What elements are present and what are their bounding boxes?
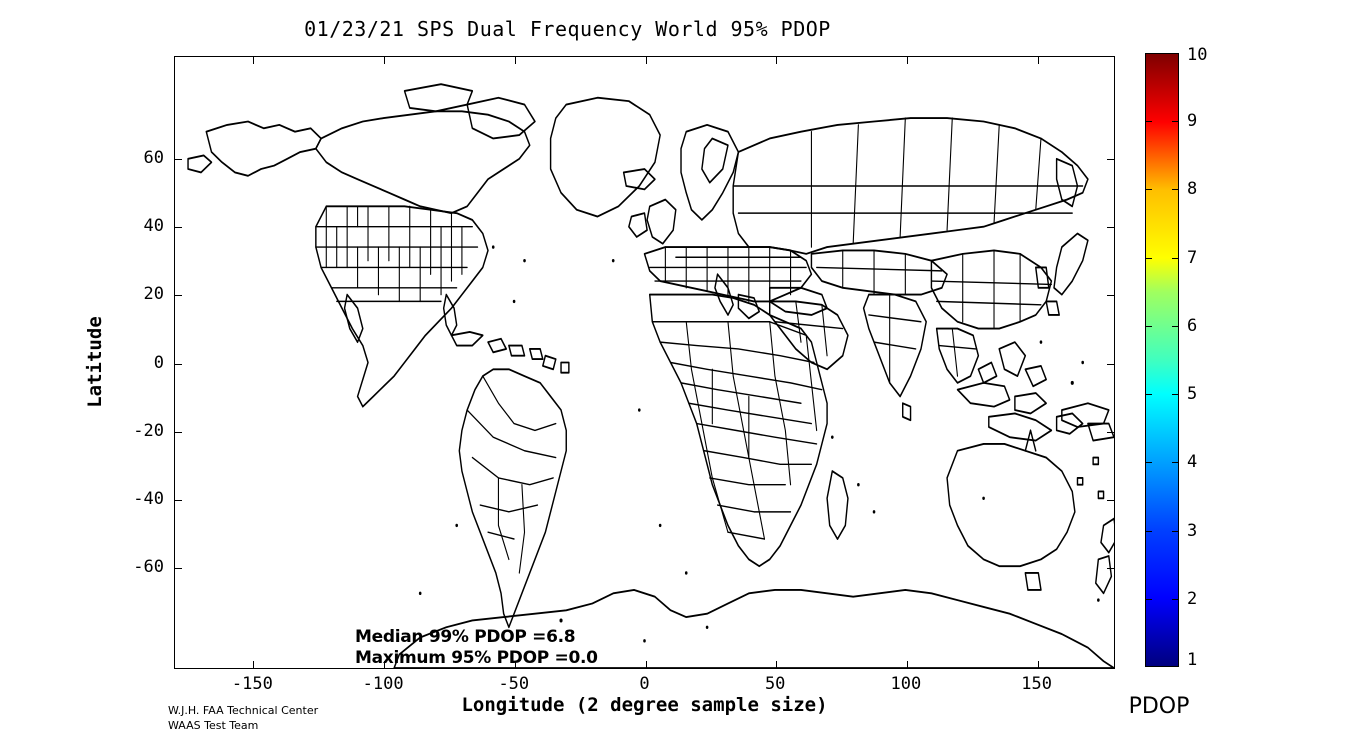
- colorbar-tick-label: 3: [1187, 520, 1198, 541]
- colorbar-tick-label: 10: [1187, 45, 1208, 65]
- colorbar-tick: [1145, 530, 1152, 532]
- x-tick: [514, 661, 516, 668]
- colorbar-tick: [1145, 325, 1152, 327]
- x-tick: [776, 661, 778, 668]
- y-tick: [175, 567, 182, 569]
- y-tick: [175, 159, 182, 161]
- x-tick-top: [253, 57, 255, 64]
- y-tick: [175, 363, 182, 365]
- colorbar-tick-label: 1: [1187, 650, 1198, 670]
- x-tick: [645, 661, 647, 668]
- y-tick-label: 20: [143, 284, 164, 305]
- y-tick: [175, 431, 182, 433]
- y-tick: [175, 499, 182, 501]
- colorbar-tick: [1145, 462, 1152, 464]
- x-tick: [906, 661, 908, 668]
- colorbar-tick-label: 9: [1187, 111, 1198, 132]
- colorbar-tick-label: 5: [1187, 384, 1198, 405]
- y-tick: [175, 227, 182, 229]
- colorbar-tick: [1172, 121, 1179, 123]
- x-tick-top: [906, 57, 908, 64]
- x-tick: [1037, 661, 1039, 668]
- y-axis-title: Latitude: [84, 316, 106, 408]
- x-tick-top: [384, 57, 386, 64]
- colorbar[interactable]: [1145, 53, 1179, 667]
- x-tick-top: [645, 57, 647, 64]
- y-tick-label: -40: [133, 488, 164, 509]
- colorbar-tick: [1172, 257, 1179, 259]
- map-plot-area[interactable]: Median 99% PDOP =6.8 Maximum 95% PDOP =0…: [174, 56, 1115, 669]
- x-tick-top: [776, 57, 778, 64]
- colorbar-tick: [1172, 462, 1179, 464]
- colorbar-gradient: [1145, 53, 1179, 667]
- page-title: 01/23/21 SPS Dual Frequency World 95% PD…: [304, 17, 831, 41]
- x-tick-label: 0: [639, 674, 650, 694]
- footer-line-2: WAAS Test Team: [168, 719, 259, 732]
- x-tick-label: 150: [1021, 674, 1052, 694]
- y-tick-right: [1107, 363, 1114, 365]
- x-tick-label: 100: [890, 674, 922, 694]
- colorbar-tick: [1145, 189, 1152, 191]
- y-tick-right: [1107, 159, 1114, 161]
- y-tick-right: [1107, 431, 1114, 433]
- y-tick-label: 40: [143, 216, 164, 237]
- colorbar-tick: [1172, 325, 1179, 327]
- x-axis-title: Longitude (2 degree sample size): [461, 694, 828, 716]
- colorbar-title: PDOP: [1128, 694, 1190, 719]
- x-tick-top: [1037, 57, 1039, 64]
- colorbar-tick: [1145, 598, 1152, 600]
- colorbar-tick-label: 8: [1187, 179, 1198, 200]
- y-tick-right: [1107, 295, 1114, 297]
- y-tick-label: 60: [143, 148, 164, 169]
- x-tick: [253, 661, 255, 668]
- colorbar-tick-label: 7: [1187, 247, 1198, 268]
- x-tick-label: -100: [362, 674, 404, 694]
- x-tick: [384, 661, 386, 668]
- colorbar-tick: [1145, 121, 1152, 123]
- colorbar-tick: [1172, 530, 1179, 532]
- colorbar-tick: [1145, 257, 1152, 259]
- footer: W.J.H. FAA Technical Center WAAS Test Te…: [168, 703, 318, 733]
- colorbar-tick: [1145, 394, 1152, 396]
- colorbar-tick: [1172, 598, 1179, 600]
- x-tick-top: [514, 57, 516, 64]
- world-map-svg: [187, 83, 1114, 668]
- colorbar-tick: [1172, 394, 1179, 396]
- y-tick-label: -20: [133, 420, 164, 441]
- x-tick-label: -150: [231, 674, 273, 694]
- y-tick-right: [1107, 227, 1114, 229]
- colorbar-tick: [1172, 189, 1179, 191]
- y-tick: [175, 295, 182, 297]
- y-tick-label: -60: [133, 556, 164, 577]
- colorbar-tick-label: 6: [1187, 315, 1198, 336]
- y-tick-right: [1107, 499, 1114, 501]
- y-tick-label: 0: [153, 352, 164, 373]
- y-tick-right: [1107, 567, 1114, 569]
- x-tick-label: -50: [498, 674, 530, 694]
- x-tick-label: 50: [764, 674, 786, 694]
- footer-line-1: W.J.H. FAA Technical Center: [168, 704, 319, 717]
- colorbar-tick-label: 4: [1187, 452, 1198, 473]
- colorbar-tick-label: 2: [1187, 588, 1198, 609]
